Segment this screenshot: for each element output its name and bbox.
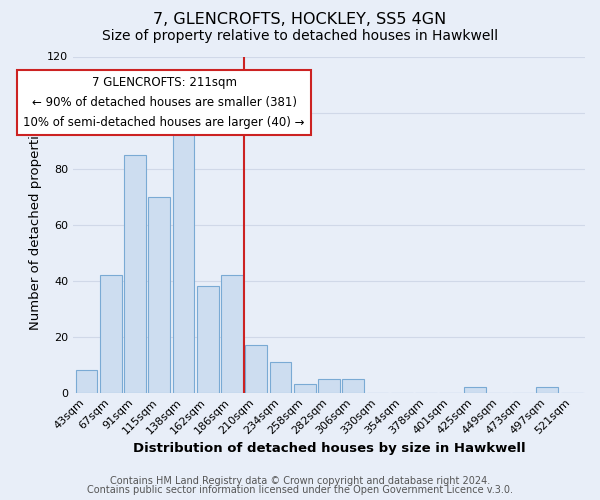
Y-axis label: Number of detached properties: Number of detached properties: [29, 120, 41, 330]
Bar: [100, 275, 122, 392]
Bar: [245, 345, 267, 393]
Bar: [343, 378, 364, 392]
Bar: [173, 112, 194, 392]
Bar: [318, 378, 340, 392]
Bar: [294, 384, 316, 392]
Bar: [124, 154, 146, 392]
Text: Contains HM Land Registry data © Crown copyright and database right 2024.: Contains HM Land Registry data © Crown c…: [110, 476, 490, 486]
Text: 7, GLENCROFTS, HOCKLEY, SS5 4GN: 7, GLENCROFTS, HOCKLEY, SS5 4GN: [154, 12, 446, 28]
Bar: [148, 196, 170, 392]
Bar: [536, 387, 559, 392]
Bar: [269, 362, 292, 392]
Bar: [76, 370, 97, 392]
Bar: [221, 275, 243, 392]
Bar: [197, 286, 218, 393]
Text: Size of property relative to detached houses in Hawkwell: Size of property relative to detached ho…: [102, 29, 498, 43]
Bar: [464, 387, 485, 392]
X-axis label: Distribution of detached houses by size in Hawkwell: Distribution of detached houses by size …: [133, 442, 526, 455]
Text: 7 GLENCROFTS: 211sqm
← 90% of detached houses are smaller (381)
10% of semi-deta: 7 GLENCROFTS: 211sqm ← 90% of detached h…: [23, 76, 305, 129]
Text: Contains public sector information licensed under the Open Government Licence v.: Contains public sector information licen…: [87, 485, 513, 495]
